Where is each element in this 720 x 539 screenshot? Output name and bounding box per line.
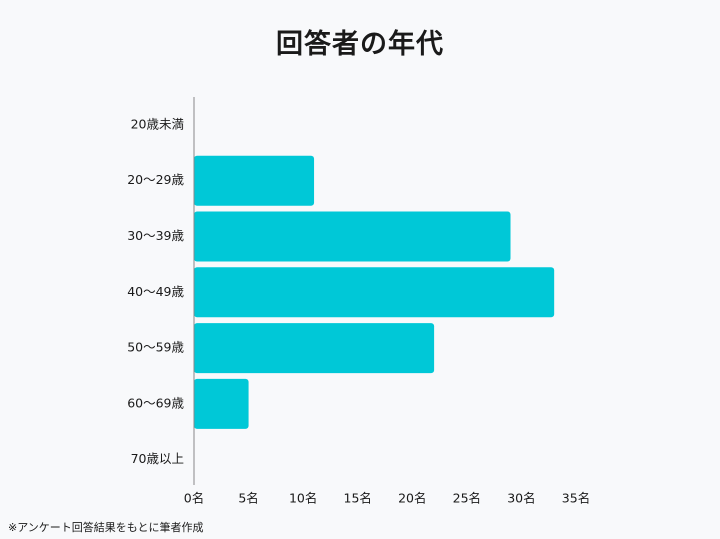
y-tick-label: 40〜49歳	[127, 284, 184, 299]
bar-2	[194, 211, 511, 262]
y-tick-label: 20〜29歳	[127, 172, 184, 187]
x-tick-label: 10名	[289, 491, 317, 506]
y-tick-label: 30〜39歳	[127, 228, 184, 243]
x-tick-label: 5名	[238, 491, 258, 506]
bar-4	[194, 323, 435, 374]
bars-layer	[194, 155, 555, 429]
footnote: ※アンケート回答結果をもとに筆者作成	[8, 521, 204, 534]
bar-5	[194, 378, 249, 429]
x-tick-label: 0名	[184, 491, 204, 506]
x-tick-label: 35名	[562, 491, 590, 506]
y-axis-labels: 20歳未満 20〜29歳 30〜39歳 40〜49歳 50〜59歳 60〜69歳 70歳以上	[127, 116, 184, 466]
y-tick-label: 50〜59歳	[127, 340, 184, 355]
y-tick-label: 60〜69歳	[127, 395, 184, 410]
x-tick-label: 15名	[344, 491, 372, 506]
x-tick-label: 30名	[507, 491, 535, 506]
x-tick-label: 25名	[453, 491, 481, 506]
bar-3	[194, 267, 555, 318]
x-tick-label: 20名	[398, 491, 426, 506]
chart-title: 回答者の年代	[276, 29, 444, 60]
y-tick-label: 70歳以上	[131, 451, 184, 466]
bar-1	[194, 155, 315, 206]
x-axis-labels: 0名 5名 10名 15名 20名 25名 30名 35名	[184, 491, 590, 506]
y-tick-label: 20歳未満	[131, 116, 184, 131]
